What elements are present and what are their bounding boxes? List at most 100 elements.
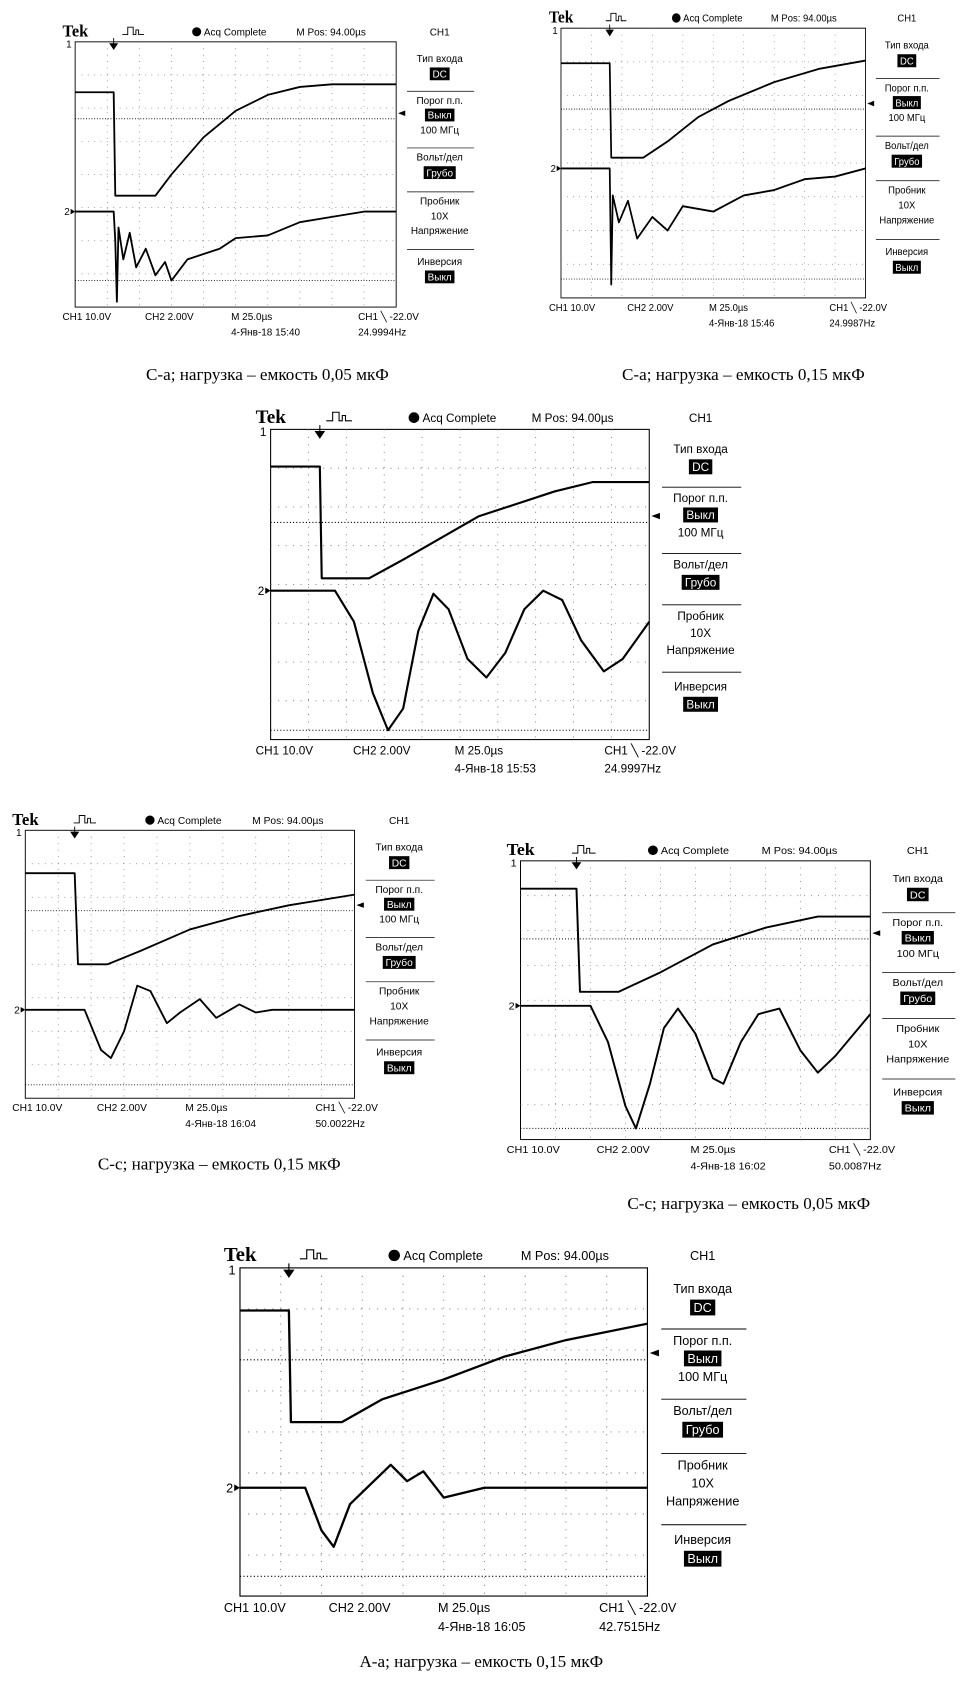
footer-frequency: 42.7515Hz bbox=[599, 1620, 660, 1634]
ch1-level-arrow bbox=[872, 930, 880, 936]
menu-label: Напряжение bbox=[370, 1016, 430, 1027]
menu-value: DC bbox=[910, 889, 926, 901]
ch1-marker: 1 bbox=[16, 828, 22, 839]
menu-label: Вольт/дел bbox=[673, 1404, 732, 1418]
position: M Pos: 94.00µs bbox=[532, 412, 614, 425]
ch1-waveform bbox=[25, 873, 354, 964]
brand: Tek bbox=[62, 21, 89, 40]
menu-label: 100 МГц bbox=[678, 526, 724, 539]
ch1-waveform bbox=[75, 84, 396, 195]
menu-label: Напряжение bbox=[411, 226, 469, 237]
footer-ch1: CH1 10.0V bbox=[224, 1601, 287, 1615]
menu-label: 10X bbox=[898, 200, 915, 211]
footer-ch2: CH2 2.00V bbox=[97, 1103, 147, 1114]
footer-date: 4-Янв-18 15:46 bbox=[709, 318, 775, 329]
menu-label: Порог п.п. bbox=[416, 96, 462, 107]
menu-label: Напряжение bbox=[886, 1054, 949, 1066]
footer-ch2: CH2 2.00V bbox=[145, 312, 194, 323]
menu-channel: CH1 bbox=[690, 1249, 715, 1263]
oscilloscope-screen: 12TekAcq CompleteM Pos: 94.00µsCH1Тип вх… bbox=[224, 1244, 747, 1634]
menu-channel: CH1 bbox=[389, 816, 410, 827]
ch1-marker: 1 bbox=[511, 858, 517, 870]
screen-frame bbox=[25, 830, 354, 1098]
footer-timebase: M 25.0µs bbox=[455, 745, 504, 758]
menu-label: Пробник bbox=[678, 1458, 729, 1472]
oscilloscope-screen: 12TekAcq CompleteM Pos: 94.00µsCH1Тип вх… bbox=[256, 407, 742, 776]
pulse-icon bbox=[300, 1250, 328, 1259]
menu-value: Грубо bbox=[426, 167, 453, 179]
menu-value: Грубо bbox=[685, 577, 717, 590]
menu-value: Выкл bbox=[905, 1103, 931, 1115]
footer-frequency: 50.0087Hz bbox=[829, 1160, 882, 1172]
menu-label: Тип входа bbox=[673, 443, 728, 456]
menu-label: 100 МГц bbox=[379, 915, 419, 926]
trigger-arrow bbox=[316, 425, 325, 438]
menu-label: Порог п.п. bbox=[375, 885, 423, 896]
brand: Tek bbox=[256, 407, 287, 428]
footer-ch1: CH1 10.0V bbox=[12, 1103, 62, 1114]
menu-value: DC bbox=[433, 69, 447, 80]
footer-ch1: CH1 10.0V bbox=[62, 312, 111, 323]
menu-label: Инверсия bbox=[674, 1533, 731, 1547]
caption: С-а; нагрузка – емкость 0,05 мкФ bbox=[146, 365, 389, 384]
trigger-arrow bbox=[573, 857, 581, 869]
ch2-marker: 2 bbox=[226, 1481, 233, 1495]
menu-label: Порог п.п. bbox=[885, 83, 929, 94]
ch1-level-arrow bbox=[356, 902, 363, 908]
footer-date: 4-Янв-18 16:05 bbox=[438, 1620, 526, 1634]
menu-label: 100 МГц bbox=[888, 113, 925, 124]
menu-label: Тип входа bbox=[885, 40, 929, 51]
footer-trigger: CH1 ╲ -22.0V bbox=[604, 743, 676, 758]
menu-value: Выкл bbox=[387, 900, 412, 911]
menu-value: DC bbox=[900, 56, 914, 67]
menu-label: Вольт/дел bbox=[892, 977, 943, 989]
menu-value: Выкл bbox=[687, 1552, 718, 1566]
screen-frame bbox=[521, 861, 871, 1140]
footer-ch1: CH1 10.0V bbox=[549, 303, 596, 314]
menu-label: 100 МГц bbox=[897, 948, 939, 960]
ch1-level-arrow bbox=[398, 111, 405, 116]
footer-ch2: CH2 2.00V bbox=[329, 1601, 392, 1615]
menu-label: 10X bbox=[908, 1038, 927, 1050]
footer-frequency: 50.0022Hz bbox=[315, 1119, 364, 1130]
footer-trigger: CH1 ╲ -22.0V bbox=[315, 1101, 378, 1114]
menu-label: Пробник bbox=[896, 1023, 939, 1035]
menu-label: Напряжение bbox=[667, 644, 736, 657]
footer-timebase: M 25.0µs bbox=[231, 312, 272, 323]
footer-frequency: 24.9997Hz bbox=[604, 763, 661, 776]
pulse-icon bbox=[122, 27, 144, 34]
position: M Pos: 94.00µs bbox=[252, 816, 323, 827]
menu-label: Тип входа bbox=[673, 1282, 732, 1296]
ch2-marker: 2 bbox=[551, 164, 556, 175]
ch2-waveform bbox=[75, 212, 396, 302]
menu-value: DC bbox=[692, 461, 709, 474]
menu-label: 10X bbox=[691, 1477, 714, 1491]
caption: А-а; нагрузка – емкость 0,15 мкФ bbox=[359, 1652, 603, 1671]
pulse-icon bbox=[606, 13, 627, 20]
menu-label: Тип входа bbox=[893, 873, 943, 885]
menu-label: Вольт/дел bbox=[885, 141, 929, 152]
oscilloscope-screen: 12TekAcq CompleteM Pos: 94.00µsCH1Тип вх… bbox=[12, 810, 434, 1130]
status-dot bbox=[192, 27, 201, 36]
ch2-marker-arrow bbox=[71, 209, 76, 214]
trigger-arrow bbox=[71, 827, 78, 838]
footer-ch2: CH2 2.00V bbox=[353, 745, 411, 758]
ch2-marker-arrow bbox=[21, 1007, 26, 1013]
menu-channel: CH1 bbox=[430, 27, 450, 38]
menu-value: Выкл bbox=[686, 699, 715, 712]
footer-date: 4-Янв-18 15:40 bbox=[231, 327, 300, 338]
brand: Tek bbox=[224, 1244, 257, 1266]
footer-trigger: CH1 ╲ -22.0V bbox=[829, 1142, 896, 1156]
menu-channel: CH1 bbox=[897, 13, 916, 24]
ch1-level-arrow bbox=[650, 1350, 659, 1357]
menu-label: Вольт/дел bbox=[417, 153, 463, 164]
acq-status: Acq Complete bbox=[403, 1249, 482, 1263]
menu-label: Порог п.п. bbox=[892, 917, 943, 929]
menu-label: Инверсия bbox=[376, 1048, 422, 1059]
ch2-marker-arrow bbox=[265, 587, 270, 593]
footer-timebase: M 25.0µs bbox=[438, 1601, 490, 1615]
menu-value: DC bbox=[392, 858, 407, 869]
brand: Tek bbox=[507, 839, 535, 859]
menu-label: Пробник bbox=[888, 185, 926, 196]
